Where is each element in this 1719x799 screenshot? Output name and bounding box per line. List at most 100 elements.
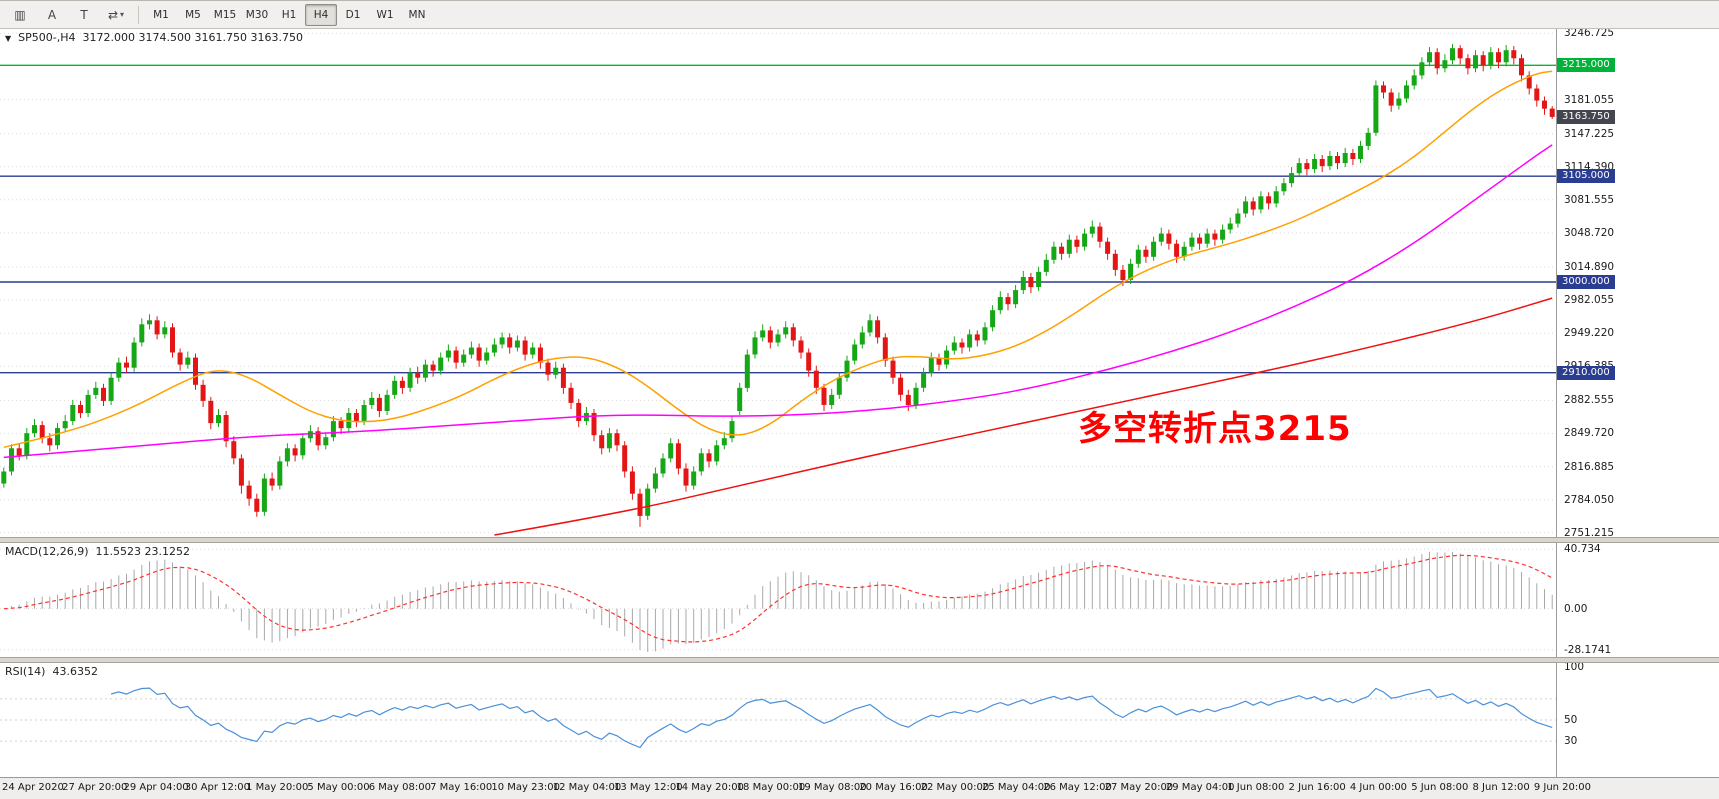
toolbar: ▥ A T ⇄ ▾ M1 M5 M15 M30 H1 H4 D1 W1 MN	[0, 1, 1719, 29]
rsi-canvas	[0, 687, 1556, 749]
time-label: 6 May 08:00	[368, 782, 431, 793]
ma-slow-red	[494, 297, 1553, 536]
chart-stack: ▼ SP500-,H4 3172.000 3174.500 3161.750 3…	[0, 29, 1719, 799]
rsi-tick: 30	[1564, 735, 1578, 748]
timeframe-button-D1[interactable]: D1	[345, 8, 361, 21]
time-label: 5 Jun 08:00	[1411, 782, 1469, 793]
macd-gridlines	[0, 548, 1556, 651]
rsi-value: 43.6352	[52, 665, 98, 678]
timeframe-button-M1[interactable]: M1	[153, 8, 169, 21]
time-label: 27 Apr 20:00	[62, 782, 128, 793]
main-chart-panel[interactable]: ▼ SP500-,H4 3172.000 3174.500 3161.750 3…	[0, 29, 1719, 537]
ohlc-values: 3172.000 3174.500 3161.750 3163.750	[82, 31, 303, 44]
price-tick: 3181.055	[1564, 93, 1615, 106]
time-axis[interactable]: 24 Apr 2020 27 Apr 20:00 29 Apr 04:00 30 Ap…	[0, 777, 1719, 799]
time-label: 9 Jun 20:00	[1533, 782, 1591, 793]
timeframe-button-M15[interactable]: M15	[213, 8, 237, 21]
toolbar-tools: ▥ A T ⇄ ▾	[4, 4, 132, 26]
candles	[1, 44, 1555, 527]
price-tick: 2882.555	[1564, 394, 1615, 407]
time-label: 22 May 00:00	[920, 782, 990, 793]
macd-tick: 0.00	[1564, 602, 1588, 615]
chart-title: ▼ SP500-,H4 3172.000 3174.500 3161.750 3…	[5, 31, 303, 44]
price-badge-3215.000: 3215.000	[1557, 58, 1615, 73]
macd-label: MACD(12,26,9)	[5, 545, 89, 558]
time-label: 7 May 16:00	[430, 782, 493, 793]
time-label: 10 May 23:00	[491, 782, 560, 793]
time-label: 12 May 04:00	[552, 782, 622, 793]
timeframe-button-H4[interactable]: H4	[305, 3, 337, 26]
time-label: 29 May 04:00	[1165, 782, 1235, 793]
dropdown-caret-icon: ▾	[120, 10, 125, 19]
price-axis[interactable]: 3246.725 3181.055 3147.225 3114.390 3081.555…	[1556, 29, 1719, 537]
rsi-line	[110, 687, 1553, 749]
time-label: 5 May 00:00	[307, 782, 370, 793]
price-tick: 2816.885	[1564, 460, 1615, 473]
macd-tick: -28.1741	[1564, 643, 1612, 656]
horizontal-level-lines[interactable]	[0, 64, 1556, 374]
macd-canvas	[0, 548, 1556, 652]
time-label: 14 May 20:00	[675, 782, 744, 793]
time-label: 18 May 00:00	[736, 782, 806, 793]
time-label: 13 May 12:00	[614, 782, 683, 793]
price-tick: 3147.225	[1564, 127, 1615, 140]
tool-charts-grid-icon[interactable]: ▥	[14, 7, 26, 22]
time-label: 24 Apr 2020	[2, 782, 64, 793]
tool-text-tool-icon[interactable]: T	[80, 7, 88, 22]
panel-separator[interactable]	[0, 657, 1719, 663]
macd-values: 11.5523 23.1252	[95, 545, 191, 558]
timeframe-buttons: M1 M5 M15 M30 H1 H4 D1 W1 MN	[145, 3, 433, 26]
price-tick: 2751.215	[1564, 526, 1615, 537]
ma-medium-magenta	[3, 144, 1553, 459]
time-label: 27 May 20:00	[1104, 782, 1174, 793]
time-label: 8 Jun 12:00	[1472, 782, 1530, 793]
tool-annotate-a-icon[interactable]: A	[47, 7, 57, 22]
price-tick: 2784.050	[1564, 493, 1615, 506]
toolbar-separator	[138, 5, 139, 24]
rsi-axis[interactable]: 100 50 30	[1556, 663, 1719, 777]
price-tick: 3246.725	[1564, 29, 1615, 40]
tool-cycle-symbol-icon[interactable]: ⇄ ▾	[107, 7, 125, 22]
price-badge-3000.000: 3000.000	[1557, 274, 1615, 289]
macd-panel[interactable]: MACD(12,26,9) 11.5523 23.1252 40.734 0.00…	[0, 543, 1719, 657]
rsi-label: RSI(14)	[5, 665, 46, 678]
symbol-label: SP500-,H4	[18, 31, 76, 44]
rsi-tick: 50	[1564, 714, 1578, 726]
timeframe-button-M30[interactable]: M30	[245, 8, 269, 21]
timeframe-button-M5[interactable]: M5	[185, 8, 201, 21]
time-label: 19 May 08:00	[797, 782, 867, 793]
price-badge-2910.000: 2910.000	[1557, 365, 1615, 380]
macd-signal-line	[3, 554, 1553, 643]
price-tick: 2849.720	[1564, 427, 1615, 440]
rsi-title: RSI(14) 43.6352	[5, 665, 98, 678]
time-label: 1 Jun 08:00	[1227, 782, 1285, 793]
rsi-levels	[0, 698, 1556, 742]
panel-separator[interactable]	[0, 537, 1719, 543]
annotation-text[interactable]: 多空转折点3215	[1078, 409, 1352, 449]
macd-tick: 40.734	[1564, 543, 1601, 556]
time-label: 26 May 12:00	[1043, 782, 1112, 793]
price-tick: 2982.055	[1564, 294, 1615, 307]
timeframe-button-H1[interactable]: H1	[281, 8, 297, 21]
timeframe-button-MN[interactable]: MN	[408, 8, 426, 21]
time-label: 25 May 04:00	[981, 782, 1051, 793]
time-label: 1 May 20:00	[246, 782, 309, 793]
ma-fast-orange	[3, 70, 1553, 449]
time-label: 2 Jun 16:00	[1288, 782, 1346, 793]
macd-histogram	[11, 551, 1553, 652]
time-label: 20 May 16:00	[859, 782, 928, 793]
price-tick: 3081.555	[1564, 193, 1615, 206]
price-tick: 3048.720	[1564, 226, 1615, 239]
rsi-panel[interactable]: RSI(14) 43.6352 100 50 30	[0, 663, 1719, 777]
macd-axis[interactable]: 40.734 0.00 -28.1741	[1556, 543, 1719, 657]
price-gridlines	[0, 32, 1556, 534]
price-badge-3105.000: 3105.000	[1557, 169, 1615, 184]
price-chart-canvas[interactable]	[0, 29, 1556, 537]
timeframe-button-W1[interactable]: W1	[376, 8, 394, 21]
time-label: 4 Jun 00:00	[1349, 782, 1408, 793]
price-tick: 3014.890	[1564, 260, 1615, 273]
rsi-tick: 100	[1564, 663, 1585, 674]
symbol-marker-icon: ▼	[5, 34, 12, 43]
time-label: 29 Apr 04:00	[123, 782, 189, 793]
